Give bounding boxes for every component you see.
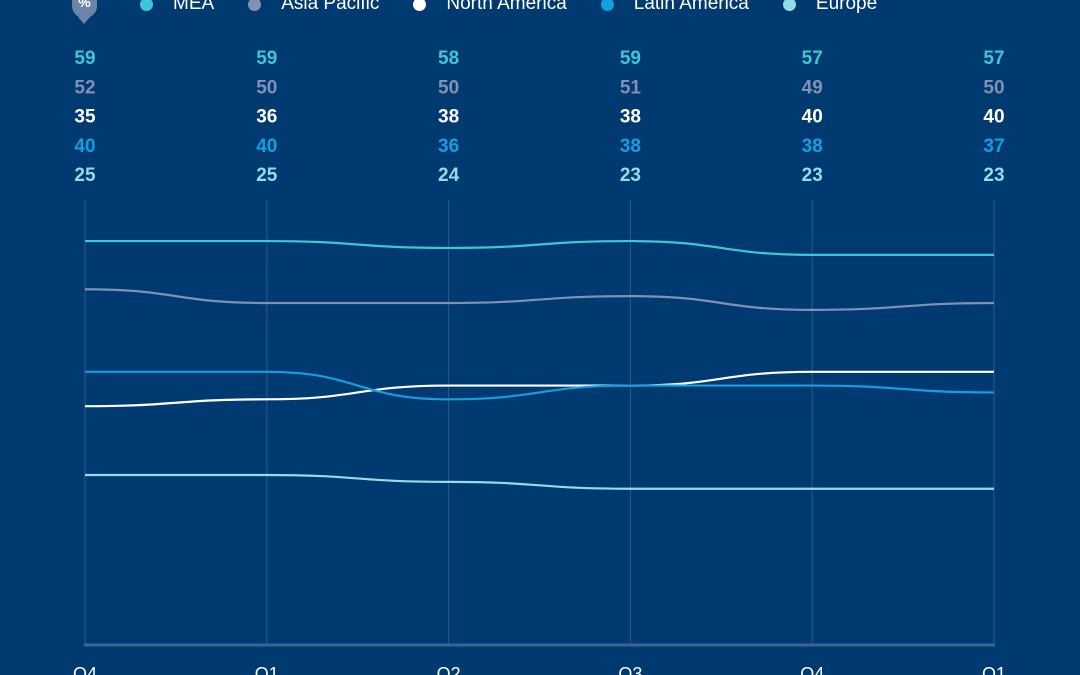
data-label: 38 <box>438 107 459 128</box>
legend-label: Europe <box>815 0 878 14</box>
series-line-asia-pacific <box>84 288 995 311</box>
x-tick-label: Q4 <box>73 664 97 675</box>
data-label: 40 <box>802 107 823 128</box>
data-label: 50 <box>256 77 277 98</box>
data-label: 25 <box>74 165 96 186</box>
data-label: 37 <box>983 136 1004 157</box>
data-label: 57 <box>802 48 823 69</box>
data-label: 57 <box>983 48 1004 69</box>
data-label: 23 <box>802 165 823 186</box>
data-label: 49 <box>802 77 823 98</box>
data-label: 23 <box>620 165 641 186</box>
data-label: 59 <box>256 48 277 69</box>
legend-item: Europe <box>782 0 878 15</box>
data-label: 25 <box>256 165 278 186</box>
data-label: 52 <box>74 77 95 98</box>
data-label: 36 <box>438 136 459 157</box>
x-tick-label: Q2 <box>437 664 461 675</box>
legend-dot-icon <box>413 0 427 11</box>
data-label: 38 <box>620 107 641 128</box>
x-tick-label: Q3 <box>618 664 642 675</box>
legend-item: MEA <box>140 0 214 15</box>
legend-label: North America <box>446 0 567 14</box>
data-label: 59 <box>620 48 641 69</box>
legend-label: MEA <box>173 0 215 14</box>
data-label: 40 <box>256 136 277 157</box>
percent-unit-badge: % <box>72 0 97 18</box>
data-label: 58 <box>438 48 459 69</box>
x-tick-label: Q1 <box>255 664 279 675</box>
data-label: 40 <box>983 107 1004 128</box>
legend-item: Latin America <box>600 0 749 15</box>
data-label: 50 <box>983 77 1004 98</box>
data-label: 38 <box>620 136 641 157</box>
legend-dot-icon <box>600 0 614 11</box>
data-label: 36 <box>256 107 277 128</box>
data-label: 35 <box>74 107 96 128</box>
series-line-mea <box>84 239 994 256</box>
data-label: 24 <box>438 165 460 186</box>
data-label: 38 <box>802 136 823 157</box>
data-label: 51 <box>620 77 642 98</box>
legend-item: North America <box>413 0 567 15</box>
legend-dot-icon <box>782 0 796 11</box>
legend-label: Latin America <box>633 0 749 14</box>
data-label: 50 <box>438 77 459 98</box>
legend-dot-icon <box>248 0 262 11</box>
series-line-latin-america <box>84 370 995 401</box>
unit-badge-arrow-icon <box>78 17 90 24</box>
chart-legend: MEA Asia Pacific North America Latin Americ… <box>140 0 911 15</box>
x-tick-label: Q4 <box>800 664 824 675</box>
legend-item: Asia Pacific <box>248 0 379 15</box>
data-label: 40 <box>74 136 95 157</box>
legend-label: Asia Pacific <box>281 0 380 14</box>
data-label: 59 <box>74 48 95 69</box>
data-label: 23 <box>983 165 1004 186</box>
series-line-europe <box>84 473 994 490</box>
legend-dot-icon <box>140 0 153 11</box>
x-tick-label: Q1 <box>982 664 1006 675</box>
series-line-north-america <box>84 370 994 408</box>
